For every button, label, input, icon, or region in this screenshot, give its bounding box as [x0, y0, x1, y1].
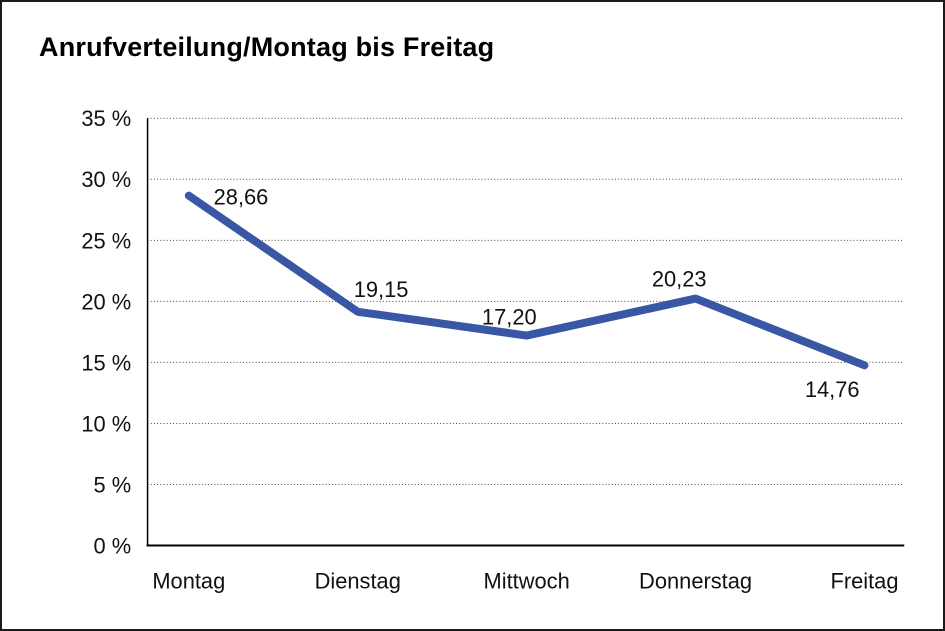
y-tick-label: 15 % [81, 350, 131, 375]
y-tick-label: 35 % [81, 106, 131, 131]
point-label: 17,20 [482, 305, 537, 330]
y-tick-label: 0 % [94, 533, 132, 558]
data-line [184, 191, 869, 370]
point-label: 20,23 [652, 267, 707, 292]
x-tick-label: Freitag [830, 568, 898, 593]
y-tick-label: 20 % [81, 289, 131, 314]
x-tick-label: Donnerstag [639, 568, 752, 593]
y-tick-label: 30 % [81, 167, 131, 192]
point-label: 14,76 [805, 377, 860, 402]
y-tick-label: 5 % [94, 472, 132, 497]
y-tick-label: 25 % [81, 228, 131, 253]
y-tick-label: 10 % [81, 411, 131, 436]
chart-title: Anrufverteilung/Montag bis Freitag [39, 32, 495, 62]
x-tick-label: Dienstag [315, 568, 401, 593]
point-label: 28,66 [214, 185, 269, 210]
point-label: 19,15 [354, 277, 409, 302]
x-tick-label: Montag [152, 568, 225, 593]
x-tick-label: Mittwoch [484, 568, 570, 593]
